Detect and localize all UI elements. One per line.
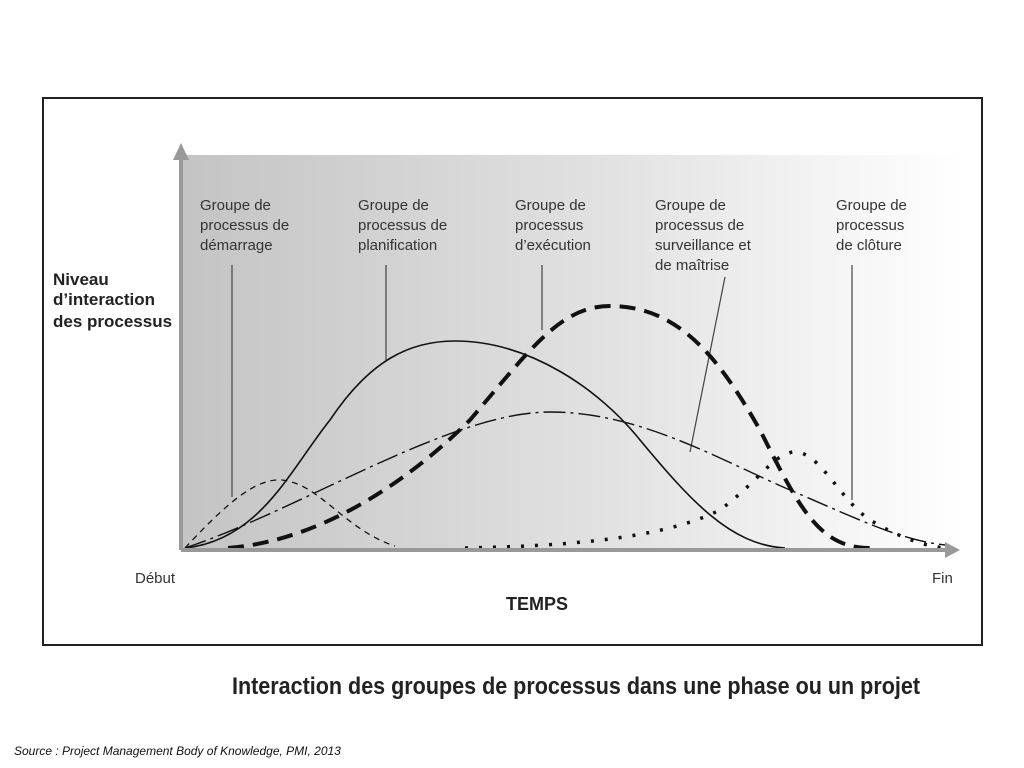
title: Interaction des groupes de processus dan…: [232, 673, 920, 700]
leader-lines: [231, 265, 853, 500]
group-label: processus de: [200, 217, 289, 234]
group-label: Groupe de: [655, 197, 726, 214]
group-label: d’exécution: [515, 237, 591, 254]
curve-cloture: [464, 450, 946, 550]
source: Source : Project Management Body of Know…: [14, 744, 341, 758]
x-end-label: Fin: [932, 570, 953, 587]
plot-background: [183, 155, 963, 550]
y-axis-label: d’interaction: [53, 290, 155, 309]
x-axis-label: TEMPS: [506, 594, 568, 614]
leader-line: [689, 276, 726, 453]
curve-surveillance: [184, 411, 946, 549]
group-label: planification: [358, 237, 437, 254]
group-label: processus: [515, 217, 583, 234]
group-label: démarrage: [200, 237, 273, 254]
group-label: Groupe de: [358, 197, 429, 214]
x-start-label: Début: [135, 570, 176, 587]
x-arrow: [945, 542, 960, 558]
y-axis-label: des processus: [53, 312, 172, 331]
group-label: processus: [836, 217, 904, 234]
group-label: Groupe de: [200, 197, 271, 214]
group-label: processus de: [358, 217, 447, 234]
group-labels: Groupe de processus de démarrage Groupe de p…: [200, 197, 907, 274]
axes: [173, 143, 960, 558]
curve-demarrage: [184, 479, 396, 549]
group-label: de maîtrise: [655, 257, 729, 274]
y-axis-label: Niveau: [53, 270, 109, 289]
curve-execution: [227, 303, 871, 550]
group-label: de clôture: [836, 237, 902, 254]
group-label: processus de: [655, 217, 744, 234]
group-label: Groupe de: [836, 197, 907, 214]
group-label: surveillance et: [655, 237, 752, 254]
curve-planification: [184, 340, 786, 549]
group-label: Groupe de: [515, 197, 586, 214]
y-arrow: [173, 143, 189, 160]
